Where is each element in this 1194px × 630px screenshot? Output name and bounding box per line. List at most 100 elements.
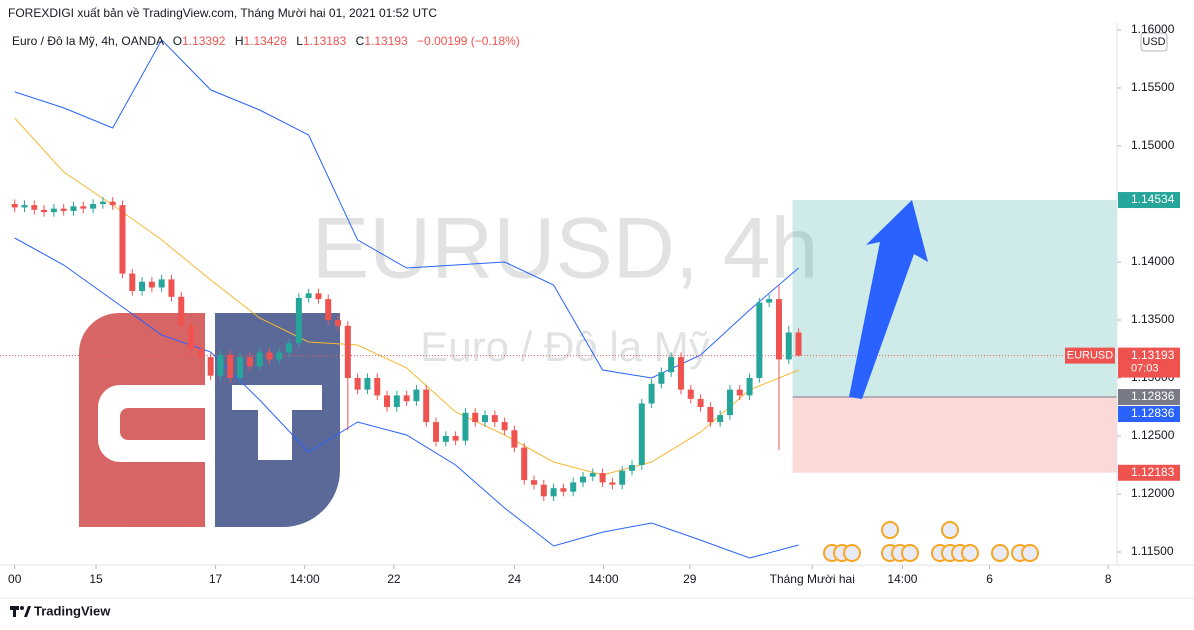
candle-body — [472, 412, 479, 423]
candle-body — [148, 281, 155, 288]
candle-body — [305, 293, 312, 298]
candle-body — [60, 208, 67, 211]
x-tick-label: 6 — [986, 572, 993, 586]
symbol-tag: EURUSD — [1067, 350, 1114, 362]
x-tick-label: 8 — [1105, 572, 1112, 586]
x-tick-label: 24 — [508, 572, 522, 586]
last-price-tag: 1.13193 — [1131, 348, 1175, 362]
candle-body — [374, 377, 381, 396]
watermark: EURUSD, 4h — [312, 201, 819, 297]
x-tick-label: 14:00 — [589, 572, 619, 586]
candle-body — [775, 299, 782, 360]
candle-body — [80, 206, 87, 209]
band-basis — [14, 117, 799, 476]
candle-body — [717, 415, 724, 423]
candle-body — [697, 398, 704, 407]
candle-body — [139, 281, 146, 291]
candle-body — [501, 422, 508, 431]
x-tick-label: Tháng Mười hai — [770, 572, 855, 586]
candle-body — [609, 482, 616, 485]
y-tick-label: 1.15000 — [1131, 138, 1175, 152]
candle-body — [119, 205, 126, 274]
candle-body — [795, 332, 802, 356]
candle-body — [354, 377, 361, 390]
candle-body — [315, 293, 322, 300]
candle-body — [442, 435, 449, 442]
legend-open: 1.13392 — [182, 34, 226, 48]
plot-area — [0, 39, 1117, 559]
candle-body — [197, 348, 204, 358]
candle-body — [726, 389, 733, 416]
candle-body — [736, 389, 743, 396]
x-tick-label: 22 — [387, 572, 401, 586]
candle-body — [677, 357, 684, 390]
candle-body — [570, 482, 577, 492]
candle-body — [746, 377, 753, 396]
candle-body — [41, 209, 48, 213]
candle-body — [766, 299, 773, 303]
stop-price-tag: 1.12183 — [1131, 465, 1175, 479]
candle-body — [256, 352, 263, 367]
candle-body — [31, 205, 38, 210]
event-icons — [823, 521, 1039, 562]
candle-body — [668, 357, 675, 373]
candle-body — [217, 354, 224, 376]
y-tick-label: 1.14000 — [1131, 254, 1175, 268]
y-tick-label: 1.16000 — [1131, 22, 1175, 36]
band-lower — [14, 237, 799, 559]
candle-body — [433, 422, 440, 442]
candle-body — [178, 296, 185, 326]
candle-body — [168, 279, 175, 297]
y-tick-label: 1.11500 — [1131, 544, 1174, 558]
candle-body — [462, 412, 469, 441]
target-price-tag: 1.14534 — [1131, 192, 1175, 206]
x-tick-label: 00 — [8, 572, 22, 586]
legend-close: 1.13193 — [364, 34, 408, 48]
candle-body — [393, 395, 400, 407]
legend-change: −0.00199 (−0.18%) — [417, 34, 520, 48]
x-tick-label: 29 — [683, 572, 697, 586]
position-target-zone — [792, 200, 1117, 398]
candle-body — [266, 352, 273, 360]
candle-body — [295, 297, 302, 344]
candle-body — [109, 201, 116, 206]
legend-low: 1.13183 — [303, 34, 347, 48]
candle-body — [482, 415, 489, 423]
candle-body — [237, 357, 244, 378]
x-tick-label: 15 — [89, 572, 103, 586]
candle-body — [11, 203, 18, 208]
candle-body — [599, 473, 606, 483]
band-upper — [14, 39, 799, 379]
candle-body — [403, 395, 410, 402]
candle-body — [276, 352, 283, 360]
legend-high: 1.13428 — [243, 34, 287, 48]
symbol-label: Euro / Đô la Mỹ, 4h, OANDA — [12, 34, 164, 48]
candle-body — [648, 383, 655, 404]
candle-body — [785, 332, 792, 360]
candle-body — [188, 325, 195, 349]
candle-body — [158, 279, 165, 288]
candle-body — [540, 484, 547, 497]
candle-body — [579, 476, 586, 483]
y-tick-label: 1.12000 — [1131, 486, 1175, 500]
x-tick-label: 14:00 — [887, 572, 917, 586]
symbol-tag-bg — [1065, 347, 1115, 364]
candle-body — [90, 203, 97, 209]
arrow-drawing — [849, 200, 928, 399]
legend: Euro / Đô la Mỹ, 4h, OANDA O1.13392 H1.1… — [12, 34, 520, 48]
candle-body — [531, 480, 538, 485]
candle-body — [423, 389, 430, 423]
logo — [79, 313, 340, 527]
y-tick-label: 1.13500 — [1131, 312, 1175, 326]
y-tick-label: 1.15500 — [1131, 80, 1175, 94]
legend-key: H — [235, 34, 244, 48]
entry-price-tag: 1.12836 — [1131, 389, 1175, 403]
legend-key: C — [356, 34, 365, 48]
candle-body — [50, 208, 57, 213]
candle-body — [619, 470, 626, 485]
publish-title: FOREXDIGI xuất bản về TradingView.com, T… — [8, 6, 437, 20]
candle-body — [687, 389, 694, 399]
line-price-tag: 1.12836 — [1131, 406, 1175, 420]
candle-body — [550, 488, 557, 497]
